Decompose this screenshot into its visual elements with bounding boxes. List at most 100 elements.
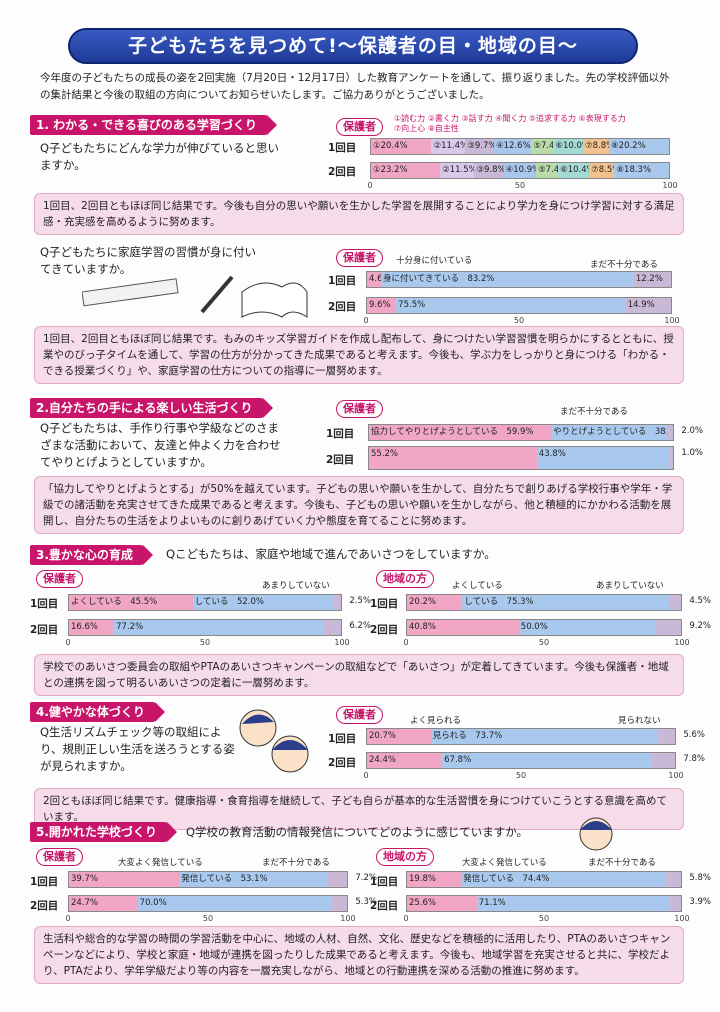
child-face-icon (579, 817, 613, 851)
bar-segment (665, 872, 681, 887)
bar-segment: ⑦8.8% (582, 139, 610, 154)
bar-segment (657, 729, 675, 744)
tick-label: 50 (538, 638, 550, 647)
s1-caption-a: 十分身に付いている (396, 256, 473, 266)
chart-bar: 9.6% 75.5% 14.9% (366, 297, 672, 314)
row-label-2: 2回目 (328, 301, 357, 313)
tick-label: 100 (674, 638, 690, 647)
bar-segment (666, 425, 673, 440)
tail-value-label: 9.2% (689, 621, 711, 631)
guardian-tag: 保護者 (36, 848, 83, 866)
s5-note: 生活科や総合的な学習の時間の学習活動を中心に、地域の人材、自然、文化、歴史などを… (34, 926, 684, 984)
bar-segment: 身に付いてきている 83.2% (380, 272, 634, 287)
chart-bar: 4.6%身に付いてきている 83.2%12.2% (366, 271, 672, 288)
tail-value-label: 7.2% (355, 873, 377, 883)
guardian-tag: 保護者 (336, 400, 383, 418)
axis: 0 50 100 (363, 316, 679, 326)
s4-question: Q生活リズムチェック等の取組により、規則正しい生活を送ろうとする姿が見られますか… (40, 725, 235, 773)
s3-caption-a2: あまりしていない (596, 581, 664, 591)
s1-question-2: Q子どもたちに家庭学習の習慣が身に付いてきていますか。 (40, 245, 257, 276)
bar-segment (326, 872, 347, 887)
bar-segment: 20.7% (367, 729, 431, 744)
bar-segment: 50.0% (518, 620, 656, 635)
tick-label: 100 (664, 316, 680, 325)
section-2-title: 2.自分たちの手による楽しい生活づくり (30, 398, 273, 418)
chart-bar: 16.6% 77.2% 6.2% (68, 619, 371, 636)
tail-value-label: 1.0% (681, 448, 703, 458)
bar-segment: ③9.8% (474, 163, 504, 178)
bar-segment: ⑥10.4% (558, 163, 590, 178)
s1-question: Q子どもたちにどんな学力が伸びていると思いますか。 (40, 141, 280, 172)
bar-segment: 19.8% (407, 872, 462, 887)
bar-segment: 39.7% (69, 872, 180, 887)
ruler-book-pencil-illustration (82, 275, 308, 318)
bar-segment (334, 595, 341, 610)
bar-segment: ①23.2% (371, 163, 441, 178)
bar-segment: ⑧20.2% (609, 139, 669, 154)
chart-bar: ①20.4%②11.4%③9.7%④12.6%⑤7.4%⑥10.0%⑦8.8%⑧… (370, 138, 670, 155)
s4-caption-a: よく見られる (410, 716, 462, 726)
bar-segment: 4.6% (367, 272, 381, 287)
s4-caption-b: 見られない (618, 716, 661, 726)
bar-segment: 25.6% (407, 896, 477, 911)
bar-segment (324, 620, 341, 635)
tick-label: 0 (367, 181, 373, 190)
chart-bar: 協力してやりとげようとしている 59.9%やりとげようとしている 38.1% 2.… (368, 424, 703, 441)
bar-segment: ⑥10.0% (553, 139, 583, 154)
tail-value-label: 5.8% (689, 873, 711, 883)
row-label-2: 2回目 (326, 454, 355, 466)
axis: 0 50 100 (403, 914, 689, 924)
chart-bar: 39.7% 発信している 53.1% 7.2% (68, 871, 377, 888)
tail-value-label: 7.8% (683, 754, 705, 764)
axis: 0 50 100 (65, 914, 355, 924)
s5-question: Q学校の教育活動の情報発信についてどのように感じていますか。 (186, 825, 528, 839)
tail-value-label: 2.5% (349, 596, 371, 606)
bar-segment: 70.0% (137, 896, 333, 911)
guardian-tag: 保護者 (336, 118, 383, 136)
tick-label: 0 (65, 914, 71, 923)
bar-segment (670, 896, 681, 911)
page-title: 子どもたちを見つめて!〜保護者の目・地域の目〜 (68, 28, 638, 64)
tail-value-label: 3.9% (689, 897, 711, 907)
section-5-title: 5.開かれた学校づくり (30, 822, 177, 842)
row-label-1: 1回目 (30, 598, 59, 610)
community-tag: 地域の方 (376, 570, 434, 588)
section-1-title: 1. わかる・できる喜びのある学習づくり (30, 115, 277, 135)
tick-label: 100 (340, 914, 356, 923)
bar-segment: ④12.6% (494, 139, 532, 154)
bar-segment (332, 896, 347, 911)
row-label-1: 1回目 (326, 428, 355, 440)
axis: 0 50 100 (367, 181, 677, 191)
children-faces-illustration (239, 709, 309, 773)
chart-bar: 25.6% 71.1% 3.9% (406, 895, 711, 912)
s1-legend-1: ①読む力 ②書く力 ③話す力 ④聞く力 ⑤追求する力 ⑥表現する力 (394, 114, 626, 123)
row-label-2: 2回目 (370, 900, 399, 912)
bar-segment (669, 447, 673, 469)
bar-segment: やりとげようとしている 38.1% (551, 425, 667, 440)
guardian-tag: 保護者 (336, 706, 383, 724)
bar-segment: 75.5% (396, 298, 626, 313)
bar-segment: 40.8% (407, 620, 519, 635)
s1-legend-2: ⑦向上心 ⑧自主性 (394, 124, 459, 133)
chart-bar: ①23.2%②11.5%③9.8%④10.9%⑤7.4%⑥10.4%⑦8.5%⑧… (370, 162, 670, 179)
bar-segment: ⑦8.5% (589, 163, 615, 178)
chart-bar: 24.7% 70.0% 5.3% (68, 895, 377, 912)
bar-segment: ④10.9% (503, 163, 537, 178)
community-tag: 地域の方 (376, 848, 434, 866)
bar-segment: 24.4% (367, 753, 443, 768)
chart-bar: よくしている 45.5% している 52.0% 2.5% (68, 594, 371, 611)
bar-segment: 9.6% (367, 298, 397, 313)
guardian-tag: 保護者 (336, 249, 383, 267)
s1-note: 1回目、2回目ともほぼ同じ結果です。今後も自分の思いや願いを生かした学習を展開す… (34, 193, 684, 235)
row-label-2: 2回目 (30, 624, 59, 636)
bar-segment: 43.8% (536, 447, 670, 469)
tick-label: 0 (403, 914, 409, 923)
tick-label: 0 (403, 638, 409, 647)
s5-caption-b: まだ不十分である (262, 858, 330, 868)
guardian-tag: 保護者 (36, 570, 83, 588)
row-label-2: 2回目 (370, 624, 399, 636)
s3-caption-b: よくしている (452, 581, 503, 591)
bar-segment: 20.2% (407, 595, 463, 610)
tick-label: 100 (674, 914, 690, 923)
